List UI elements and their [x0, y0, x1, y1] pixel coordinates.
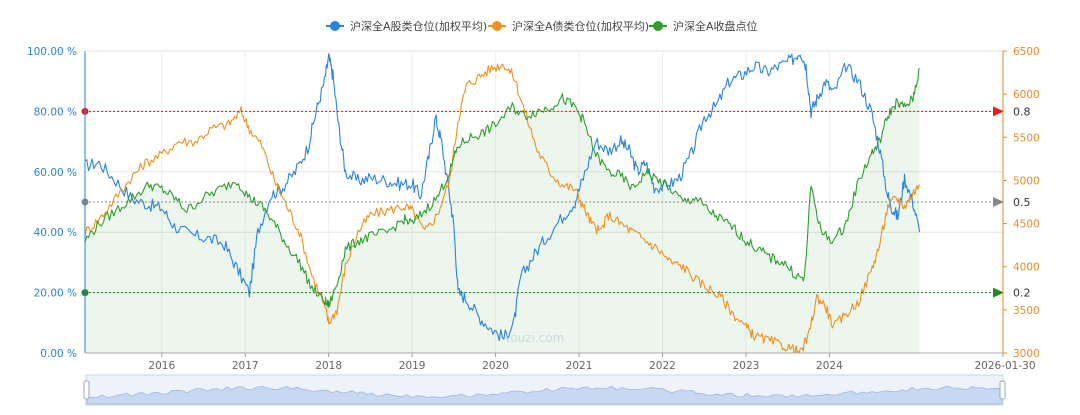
x-tick-label: 2020 — [482, 360, 509, 372]
legend-item[interactable]: 沪深全A股类仓位(加权平均) — [326, 19, 487, 33]
zoom-slider[interactable] — [83, 374, 1006, 406]
legend-label: 沪深全A股类仓位(加权平均) — [350, 19, 487, 33]
legend-label: 沪深全A收盘点位 — [673, 19, 758, 33]
y-left-tick-label: 0.00 % — [40, 348, 77, 360]
y-right-tick-label: 5500 — [1013, 132, 1040, 144]
series-area-index — [85, 68, 920, 354]
zoom-handle-left[interactable] — [83, 380, 90, 400]
x-tick-label: 2016 — [148, 360, 175, 372]
x-tick-label: 2018 — [315, 360, 342, 372]
y-right-tick-label: 4500 — [1013, 219, 1040, 231]
series-line-2 — [84, 68, 920, 308]
reference-arrow — [993, 106, 1004, 117]
x-tick-label: 2024 — [816, 360, 843, 372]
y-right-tick-label: 3500 — [1013, 305, 1040, 317]
zoom-preview-area — [86, 385, 1003, 405]
legend-label: 沪深全A债类仓位(加权平均) — [512, 19, 649, 33]
x-tick-label: 2026-01-30 — [974, 360, 1035, 372]
legend-swatch-dot — [492, 21, 502, 31]
legend-item[interactable]: 沪深全A债类仓位(加权平均) — [488, 19, 649, 33]
y-left-tick-label: 80.00 % — [34, 106, 77, 118]
series-layer — [84, 53, 921, 354]
reference-arrow — [993, 287, 1004, 298]
area-layer — [85, 68, 920, 354]
legend-swatch-dot — [653, 21, 663, 31]
legend-item[interactable]: 沪深全A收盘点位 — [649, 19, 758, 33]
zoom-handle-right[interactable] — [999, 380, 1006, 400]
x-tick-label: 2017 — [232, 360, 259, 372]
y-left-tick-label: 20.00 % — [34, 288, 77, 300]
y-right-tick-label: 6000 — [1013, 89, 1040, 101]
y-right-tick-label: 5000 — [1013, 175, 1040, 187]
y-left-tick-label: 40.00 % — [34, 227, 77, 239]
x-tick-label: 2023 — [733, 360, 760, 372]
y-right-tick-label: 6500 — [1013, 46, 1040, 58]
series-line-1 — [84, 63, 921, 354]
watermark-text: touzi.com — [506, 331, 565, 345]
legend-swatch-dot — [330, 21, 340, 31]
reference-label: 0.2 — [1013, 287, 1031, 300]
reference-label: 0.5 — [1013, 196, 1031, 209]
y-right-tick-label: 4000 — [1013, 262, 1040, 274]
y-left-tick-label: 100.00 % — [27, 46, 77, 58]
series-line-0 — [84, 53, 921, 342]
y-right-tick-label: 3000 — [1013, 348, 1040, 360]
reference-lines: 0.8 0.5 0.2 — [81, 105, 1031, 300]
x-tick-label: 2019 — [399, 360, 426, 372]
x-tick-label: 2021 — [566, 360, 593, 372]
legend[interactable]: 沪深全A股类仓位(加权平均) 沪深全A债类仓位(加权平均) 沪深全A收盘点位 — [326, 19, 758, 33]
axis-layer: 0.00 % 20.00 % 40.00 % 60.00 % 80.00 % 100.00… — [27, 46, 1040, 372]
y-left-tick-label: 60.00 % — [34, 167, 77, 179]
reference-label: 0.8 — [1013, 105, 1031, 118]
x-tick-label: 2022 — [649, 360, 676, 372]
reference-arrow — [993, 197, 1004, 207]
